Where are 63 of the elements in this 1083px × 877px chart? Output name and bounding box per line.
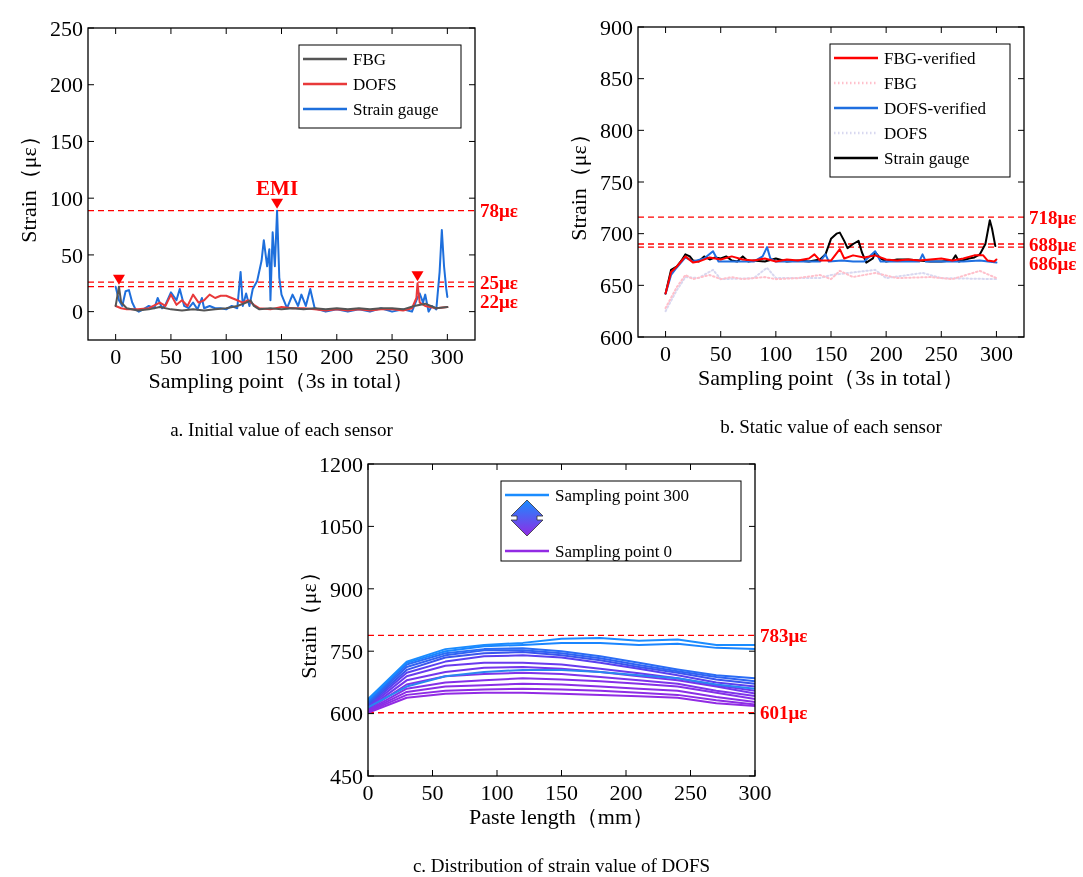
x-tick-label: 50 bbox=[709, 341, 732, 366]
x-tick-label: 150 bbox=[814, 341, 848, 366]
x-tick-label: 200 bbox=[869, 341, 903, 366]
y-tick-label: 750 bbox=[600, 169, 633, 195]
y-tick-label: 250 bbox=[50, 15, 83, 41]
y-axis-title: Strain（με） bbox=[16, 125, 41, 243]
ref-line-label: 688με bbox=[1029, 233, 1077, 255]
legend-label: Strain gauge bbox=[353, 99, 439, 119]
legend-label: FBG-verified bbox=[884, 48, 977, 68]
legend-label: DOFS-verified bbox=[884, 98, 987, 118]
y-tick-label: 450 bbox=[330, 763, 363, 789]
legend-label: Sampling point 300 bbox=[555, 485, 690, 505]
x-tick-label: 150 bbox=[265, 344, 298, 369]
legend-label: Strain gauge bbox=[884, 148, 970, 168]
text: c. Distribution of strain value of DOFS bbox=[412, 855, 711, 876]
legend-label: Sampling point 0 bbox=[555, 541, 673, 561]
annotation: EMI bbox=[256, 175, 299, 200]
x-tick-label: 150 bbox=[545, 780, 578, 805]
x-tick-label: 300 bbox=[738, 780, 772, 805]
x-tick-label: 250 bbox=[375, 344, 409, 369]
ref-line-label: 783με bbox=[760, 625, 808, 647]
y-tick-label: 200 bbox=[50, 72, 83, 98]
y-tick-label: 600 bbox=[600, 324, 633, 350]
y-tick-label: 900 bbox=[600, 14, 633, 40]
y-tick-label: 800 bbox=[600, 118, 633, 144]
ref-line-label: 25με bbox=[480, 271, 518, 293]
x-tick-label: 0 bbox=[110, 344, 122, 369]
x-tick-label: 50 bbox=[421, 780, 444, 805]
y-tick-label: 850 bbox=[600, 66, 633, 92]
x-tick-label: 100 bbox=[209, 344, 243, 369]
x-tick-label: 100 bbox=[480, 780, 514, 805]
x-tick-label: 0 bbox=[660, 341, 672, 366]
legend-label: FBG bbox=[884, 73, 918, 93]
y-tick-label: 150 bbox=[50, 129, 83, 155]
y-tick-label: 700 bbox=[600, 221, 633, 247]
text: a. Initial value of each sensor bbox=[170, 419, 394, 440]
legend-label: DOFS bbox=[884, 123, 928, 143]
ref-line-label: 601με bbox=[760, 702, 808, 724]
ref-line-label: 78με bbox=[480, 200, 518, 222]
ref-line-label: 718με bbox=[1029, 206, 1077, 228]
x-tick-label: 300 bbox=[430, 344, 464, 369]
x-axis-title: Paste length（mm） bbox=[468, 804, 655, 829]
x-tick-label: 300 bbox=[979, 341, 1013, 366]
y-tick-label: 900 bbox=[330, 576, 363, 602]
y-axis-title: Strain（με） bbox=[566, 123, 591, 241]
y-tick-label: 1200 bbox=[319, 451, 363, 477]
x-tick-label: 250 bbox=[674, 780, 707, 805]
y-tick-label: 100 bbox=[50, 185, 83, 211]
x-tick-label: 50 bbox=[159, 344, 182, 369]
legend-label: FBG bbox=[353, 49, 387, 69]
x-tick-label: 250 bbox=[924, 341, 958, 366]
y-tick-label: 600 bbox=[330, 701, 363, 727]
text: b. Static value of each sensor bbox=[720, 416, 943, 437]
y-tick-label: 50 bbox=[61, 242, 83, 268]
x-axis-title: Sampling point（3s in total） bbox=[148, 368, 415, 393]
x-tick-label: 100 bbox=[759, 341, 793, 366]
legend-label: DOFS bbox=[353, 74, 397, 94]
y-tick-label: 650 bbox=[600, 273, 633, 299]
y-axis-title: Strain（με） bbox=[296, 561, 321, 679]
y-tick-label: 0 bbox=[72, 299, 83, 325]
y-tick-label: 750 bbox=[330, 638, 363, 664]
y-tick-label: 1050 bbox=[319, 514, 363, 540]
x-axis-title: Sampling point（3s in total） bbox=[698, 365, 964, 390]
